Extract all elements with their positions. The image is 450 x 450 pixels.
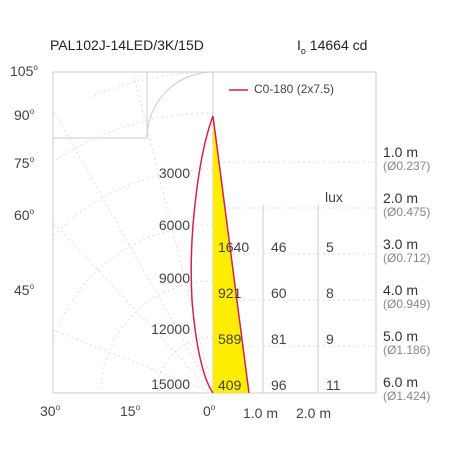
row-3-diam: 81: [271, 331, 287, 347]
diameter-1: (Ø0.237): [383, 159, 431, 173]
angle-label-45: 45o: [14, 282, 35, 298]
spoke-75: [52, 329, 214, 394]
cd-tick-3000: 3000: [158, 165, 190, 181]
grid-circle-6: [89, 71, 214, 98]
row-2-lux: 921: [218, 285, 242, 301]
cd-tick-12000: 12000: [151, 321, 190, 337]
angle-label-105: 105o: [10, 63, 38, 79]
intensity-label: Io 14664 cd: [297, 38, 367, 56]
bottom-angle-0: 0o: [203, 403, 216, 419]
distance-6: 6.0 m: [383, 374, 419, 390]
cd-tick-9000: 9000: [158, 270, 190, 286]
diameter-6: (Ø1.424): [383, 389, 431, 403]
spoke-45: [52, 109, 214, 394]
distance-3: 3.0 m: [383, 236, 419, 252]
intensity-curve: [190, 115, 214, 394]
grid-circle-5: [52, 112, 214, 163]
bottom-angle-15: 15o: [120, 403, 141, 419]
spoke-60: [52, 221, 214, 394]
row-4-lux: 409: [218, 377, 242, 393]
intensity-value: 14664 cd: [309, 37, 368, 53]
row-4-lux2: 11: [326, 377, 341, 393]
angle-label-75: 75o: [14, 155, 35, 171]
row-2-diam: 60: [271, 285, 287, 301]
cd-tick-6000: 6000: [158, 217, 190, 233]
grid-circle-3: [52, 224, 214, 341]
beam-edge: [212, 115, 250, 394]
cd-tick-15000: 15000: [151, 376, 190, 392]
diameter-2: (Ø0.475): [383, 205, 431, 219]
lux-header: lux: [325, 189, 343, 205]
intensity-sub: o: [300, 45, 306, 56]
row-1-diam: 46: [271, 239, 287, 255]
row-1-lux: 1640: [218, 239, 250, 255]
row-1-lux2: 5: [326, 239, 334, 255]
distance-2: 2.0 m: [383, 190, 419, 206]
spoke-30: [132, 71, 214, 394]
row-3-lux: 589: [218, 331, 242, 347]
row-4-diam: 96: [271, 377, 287, 393]
intensity-prefix: I: [297, 37, 301, 53]
bottom-distance-2: 2.0 m: [296, 405, 332, 421]
row-3-lux2: 9: [326, 331, 334, 347]
bottom-distance-1: 1.0 m: [243, 405, 279, 421]
bottom-angle-30: 30o: [40, 403, 61, 419]
legend-label: C0-180 (2x7.5): [254, 82, 335, 96]
grid-circle-inner: [146, 71, 214, 139]
model-title: PAL102J-14LED/3K/15D: [50, 37, 204, 53]
distance-1: 1.0 m: [383, 144, 419, 160]
distance-4: 4.0 m: [383, 282, 419, 298]
diameter-4: (Ø0.949): [383, 297, 431, 311]
angle-label-90: 90o: [14, 107, 35, 123]
grid-circle-1: [156, 336, 214, 394]
distance-5: 5.0 m: [383, 328, 419, 344]
diameter-5: (Ø1.186): [383, 343, 431, 357]
grid-circle-4: [52, 168, 214, 237]
row-2-lux2: 8: [326, 285, 334, 301]
angle-label-60: 60o: [14, 207, 35, 223]
diameter-3: (Ø0.712): [383, 251, 431, 265]
